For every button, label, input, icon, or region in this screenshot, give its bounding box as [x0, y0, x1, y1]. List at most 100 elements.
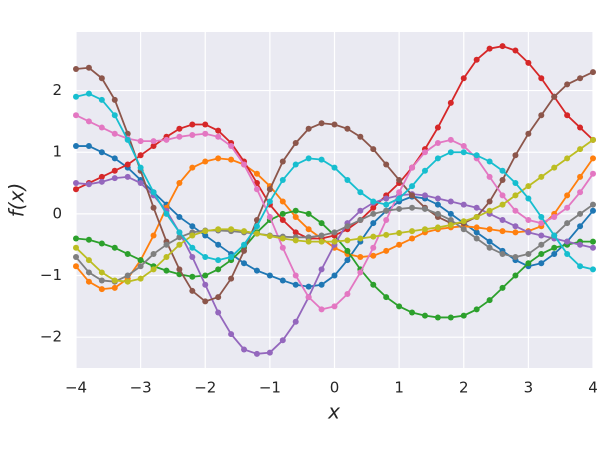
data-point: [331, 272, 338, 279]
data-point: [344, 291, 351, 298]
data-point: [344, 247, 351, 254]
data-point: [370, 146, 377, 153]
data-point: [279, 217, 286, 224]
data-point: [279, 198, 286, 205]
data-point: [98, 240, 105, 247]
data-point: [460, 149, 467, 156]
data-point: [460, 312, 467, 319]
data-point: [189, 287, 196, 294]
data-point: [577, 146, 584, 153]
data-point: [98, 269, 105, 276]
data-point: [512, 207, 519, 214]
data-point: [73, 254, 79, 261]
data-point: [434, 139, 441, 146]
data-point: [499, 284, 506, 291]
data-point: [98, 178, 105, 185]
data-point: [176, 241, 183, 248]
data-point: [512, 47, 519, 54]
data-point: [499, 217, 506, 224]
data-point: [253, 267, 260, 274]
data-point: [551, 164, 558, 171]
data-point: [124, 161, 131, 168]
data-point: [512, 254, 519, 261]
data-point: [577, 124, 584, 131]
data-point: [266, 272, 273, 279]
data-point: [305, 210, 312, 217]
data-point: [434, 314, 441, 321]
data-point: [73, 180, 79, 187]
data-point: [409, 183, 416, 190]
data-point: [486, 226, 493, 233]
data-point: [538, 241, 545, 248]
data-point: [176, 234, 183, 241]
data-point: [73, 235, 79, 242]
data-point: [421, 167, 428, 174]
data-point: [215, 266, 222, 273]
data-point: [331, 229, 338, 236]
data-point: [396, 176, 403, 183]
data-point: [189, 223, 196, 230]
data-point: [473, 56, 480, 63]
data-point: [344, 125, 351, 132]
data-point: [396, 229, 403, 236]
data-point: [202, 228, 209, 235]
data-point: [577, 223, 584, 230]
data-point: [176, 133, 183, 140]
data-point: [473, 213, 480, 220]
data-point: [279, 158, 286, 165]
data-point: [85, 143, 92, 150]
data-point: [292, 161, 299, 168]
data-point: [202, 232, 209, 239]
data-point: [473, 229, 480, 236]
data-point: [305, 155, 312, 162]
data-point: [318, 232, 325, 239]
data-point: [292, 213, 299, 220]
data-point: [241, 247, 248, 254]
data-point: [525, 183, 532, 190]
data-point: [525, 130, 532, 137]
data-point: [383, 217, 390, 224]
data-point: [525, 195, 532, 202]
y-tick-label: 1: [52, 143, 62, 161]
x-axis-label: x: [327, 400, 340, 424]
data-point: [577, 263, 584, 270]
data-point: [551, 250, 558, 257]
data-point: [137, 138, 144, 145]
data-point: [486, 198, 493, 205]
data-point: [383, 294, 390, 301]
data-point: [266, 198, 273, 205]
data-point: [85, 90, 92, 97]
data-point: [228, 254, 235, 261]
data-point: [551, 93, 558, 100]
data-point: [434, 155, 441, 162]
data-point: [253, 230, 260, 237]
data-point: [150, 143, 157, 150]
data-point: [590, 207, 596, 214]
data-point: [396, 195, 403, 202]
data-point: [189, 254, 196, 261]
data-point: [292, 139, 299, 146]
data-point: [564, 112, 571, 119]
data-point: [499, 43, 506, 50]
data-point: [189, 164, 196, 171]
data-point: [577, 210, 584, 217]
data-point: [150, 250, 157, 257]
data-point: [370, 204, 377, 211]
data-point: [111, 244, 118, 251]
x-tick-label: 4: [588, 379, 598, 397]
data-point: [202, 158, 209, 165]
x-tick-label: −4: [65, 379, 87, 397]
data-point: [279, 235, 286, 242]
data-point: [215, 294, 222, 301]
data-point: [331, 238, 338, 245]
data-point: [486, 297, 493, 304]
data-point: [305, 226, 312, 233]
data-point: [525, 250, 532, 257]
data-point: [447, 149, 454, 156]
data-point: [434, 210, 441, 217]
data-point: [473, 235, 480, 242]
data-point: [434, 195, 441, 202]
data-point: [551, 244, 558, 251]
data-point: [318, 120, 325, 127]
data-point: [163, 241, 170, 248]
